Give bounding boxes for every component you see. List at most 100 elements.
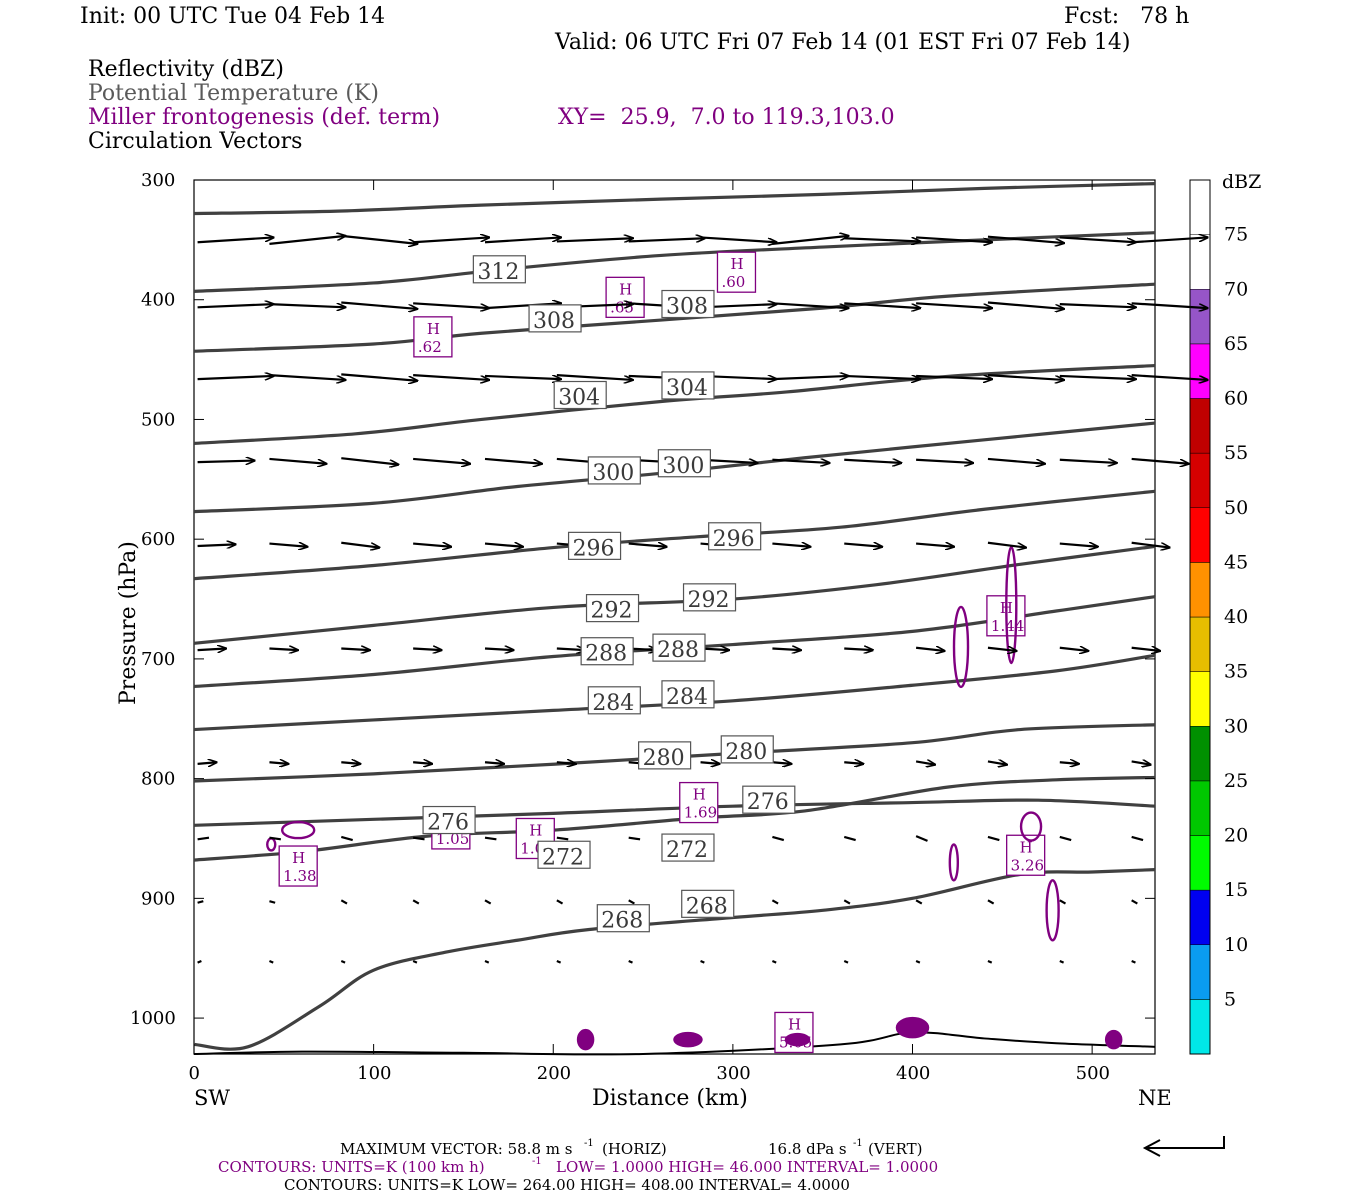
circulation-vector <box>1131 457 1189 464</box>
valid-time: Valid: 06 UTC Fri 07 Feb 14 (01 EST Fri … <box>555 30 1131 55</box>
field-circulation-vectors: Circulation Vectors <box>88 129 303 154</box>
frontogenesis-surface-max <box>1104 1029 1123 1050</box>
theta-contour-280 <box>193 653 1156 732</box>
theta-contour-312 <box>193 181 1156 216</box>
theta-label: 308 <box>533 309 575 334</box>
colorbar-band <box>1189 726 1211 782</box>
circulation-vector <box>1059 376 1136 379</box>
circulation-vector <box>987 374 1064 380</box>
theta-label: 308 <box>666 295 708 320</box>
theta-label: 280 <box>643 746 685 771</box>
theta-label: 280 <box>725 740 767 765</box>
theta-label: 300 <box>662 454 704 479</box>
frontogenesis-contour <box>280 820 316 840</box>
circulation-vector <box>197 376 274 379</box>
y-tick-label: 300 <box>141 170 175 191</box>
theta-label-box <box>580 637 634 666</box>
circulation-vector <box>269 959 274 964</box>
frontogenesis-contour <box>1045 879 1060 942</box>
circulation-vector <box>772 460 829 463</box>
theta-label: 284 <box>592 691 634 716</box>
circulation-vector <box>987 235 1064 243</box>
circulation-vector <box>1131 541 1170 548</box>
theta-label-box <box>657 449 711 478</box>
colorbar-band <box>1189 944 1211 1000</box>
frontogenesis-max-label: H <box>292 849 305 867</box>
circulation-vector <box>844 762 863 764</box>
colorbar-label: 20 <box>1224 825 1248 847</box>
colorbar-band <box>1189 398 1211 454</box>
circulation-vector <box>771 959 777 964</box>
colorbar-unit: dBZ <box>1222 171 1261 193</box>
ne-label: NE <box>1138 1086 1172 1110</box>
colorbar-band <box>1189 889 1211 945</box>
theta-label-box <box>472 255 526 284</box>
circulation-vector <box>916 236 992 242</box>
theta-label: 312 <box>477 260 519 285</box>
theta-label-box <box>661 833 715 862</box>
colorbar-label: 50 <box>1224 497 1248 519</box>
theta-label-box <box>720 735 774 764</box>
circulation-vector <box>1131 959 1136 964</box>
x-tick-label: 200 <box>537 1063 571 1084</box>
frontogenesis-contour <box>948 843 960 882</box>
colorbar-label: 35 <box>1224 661 1248 683</box>
superscript-3: -1 <box>532 1156 542 1167</box>
theta-contour-276 <box>193 723 1156 783</box>
frontogenesis-contour-range: LOW= 1.0000 HIGH= 46.000 INTERVAL= 1.000… <box>556 1158 938 1176</box>
circulation-vector <box>341 234 417 244</box>
circulation-vector <box>413 302 489 308</box>
circulation-vector <box>1131 899 1138 905</box>
circulation-vector <box>843 899 851 905</box>
circulation-vector <box>772 376 848 379</box>
circulation-vector <box>556 959 562 964</box>
y-tick-label: 500 <box>141 409 175 430</box>
y-tick-label: 600 <box>141 529 175 550</box>
cross-section-endpoints: XY= 25.9, 7.0 to 119.3,103.0 <box>558 105 895 130</box>
circulation-vector <box>269 762 288 764</box>
reference-vector-head <box>1142 1139 1161 1157</box>
theta-label-box <box>661 289 715 319</box>
x-tick-label: 500 <box>1076 1063 1110 1084</box>
circulation-vector <box>341 762 360 764</box>
colorbar-label: 65 <box>1224 333 1248 355</box>
frontogenesis-surface-max <box>895 1016 930 1039</box>
circulation-vector <box>628 959 633 964</box>
circulation-vector <box>341 457 398 464</box>
circulation-vector <box>269 836 281 841</box>
circulation-vector <box>340 899 348 905</box>
circulation-vector <box>915 648 945 651</box>
circulation-vector <box>844 302 920 308</box>
colorbar-band <box>1189 835 1211 891</box>
circulation-vector <box>987 899 995 905</box>
circulation-vector <box>484 303 561 310</box>
circulation-vector <box>412 836 425 841</box>
circulation-vector <box>628 899 635 905</box>
theta-label-box <box>638 741 692 770</box>
circulation-vector <box>413 237 489 244</box>
theta-label: 304 <box>558 386 600 411</box>
x-tick-label: 300 <box>716 1063 750 1084</box>
circulation-vector <box>772 544 810 547</box>
circulation-vector <box>484 376 561 379</box>
circulation-vector <box>269 544 307 547</box>
circulation-vector <box>341 649 370 651</box>
circulation-vector <box>197 649 227 651</box>
circulation-vector <box>412 959 418 964</box>
colorbar-label: 70 <box>1224 278 1248 300</box>
y-tick-label: 700 <box>141 649 175 670</box>
colorbar-band <box>1189 671 1211 727</box>
theta-label: 268 <box>601 909 643 934</box>
theta-label-box <box>587 686 641 715</box>
frontogenesis-contour <box>1019 811 1043 842</box>
theta-label: 288 <box>657 638 699 663</box>
circulation-vector <box>413 374 489 380</box>
circulation-vector <box>987 761 1007 764</box>
colorbar-label: 30 <box>1224 715 1248 737</box>
theta-label-box <box>537 840 591 869</box>
circulation-vector <box>556 374 633 380</box>
circulation-vector <box>987 648 1017 651</box>
circulation-vector <box>916 460 973 463</box>
circulation-vector <box>341 541 379 548</box>
circulation-vector <box>843 959 849 964</box>
